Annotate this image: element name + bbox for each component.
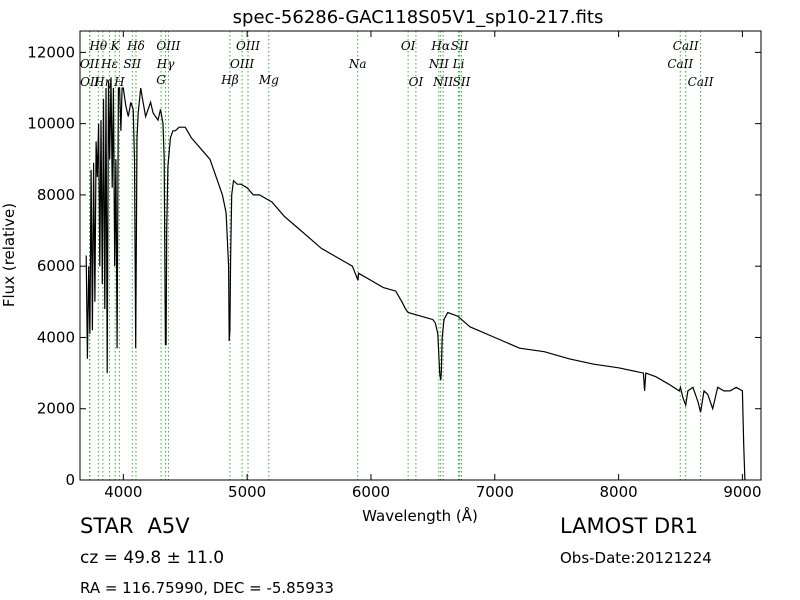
y-tick-label: 0	[65, 471, 75, 489]
x-tick-label: 4000	[104, 483, 142, 501]
subclass-label: A5V	[147, 514, 190, 538]
y-tick-label: 8000	[37, 186, 75, 204]
spectral-line-label: OIII	[230, 57, 254, 71]
x-axis-label: Wavelength (Å)	[362, 506, 478, 525]
spectral-line-label: K	[110, 39, 121, 53]
class-label: STAR	[80, 514, 134, 538]
spectral-line-label: OIII	[156, 39, 180, 53]
spectral-line-label: G	[156, 73, 166, 87]
spectral-line-label: Hη	[93, 75, 112, 89]
spectral-line-label: Hγ	[156, 57, 175, 71]
spectral-line-label: Hε	[100, 57, 118, 71]
spectral-line-label: NII	[432, 75, 453, 89]
x-tick-label: 5000	[228, 483, 266, 501]
y-tick-label: 4000	[37, 328, 75, 346]
spectral-line-label: OII	[80, 57, 100, 71]
y-axis-label: Flux (relative)	[0, 203, 18, 307]
spectral-line-label: SII	[453, 75, 471, 89]
y-tick-label: 2000	[37, 400, 75, 418]
spectrum-line	[85, 77, 746, 481]
x-tick-label: 8000	[600, 483, 638, 501]
spectral-line-label: CaII	[673, 39, 699, 53]
y-tick-label: 6000	[37, 257, 75, 275]
spectral-line-label: NII	[428, 57, 449, 71]
coordinates-label: RA = 116.75990, DEC = -5.85933	[80, 579, 334, 597]
survey-label: LAMOST DR1	[560, 514, 699, 538]
spectral-line-label: CaII	[667, 57, 693, 71]
spectral-line-label: H	[113, 75, 125, 89]
x-tick-label: 9000	[723, 483, 761, 501]
x-tick-label: 7000	[476, 483, 514, 501]
obs-date-label: Obs-Date:20121224	[560, 549, 712, 567]
spectral-line-label: Na	[348, 57, 367, 71]
redshift-label: cz = 49.8 ± 11.0	[80, 548, 225, 568]
spectral-line-label: OIII	[236, 39, 260, 53]
spectral-line-label: Hδ	[126, 39, 145, 53]
spectral-line-label: Li	[452, 57, 465, 71]
spectral-line-label: Hα	[430, 39, 450, 53]
spectral-line-label: Mg	[258, 73, 279, 87]
spectral-line-label: Hβ	[220, 73, 238, 87]
spectral-line-label: Hθ	[88, 39, 107, 53]
spectral-line-label: OII	[80, 75, 100, 89]
spectral-class: STAR A5V	[80, 514, 204, 538]
spectral-line-label: OI	[409, 75, 424, 89]
y-tick-label: 12000	[27, 43, 75, 61]
chart-title: spec-56286-GAC118S05V1_sp10-217.fits	[233, 7, 604, 28]
spectral-line-label: OI	[401, 39, 416, 53]
spectral-line-label: SII	[451, 39, 469, 53]
x-tick-label: 6000	[352, 483, 390, 501]
y-tick-label: 10000	[27, 115, 75, 133]
plot-frame	[79, 30, 762, 481]
spectral-line-label: CaII	[688, 75, 714, 89]
spectral-line-label: SII	[123, 57, 141, 71]
